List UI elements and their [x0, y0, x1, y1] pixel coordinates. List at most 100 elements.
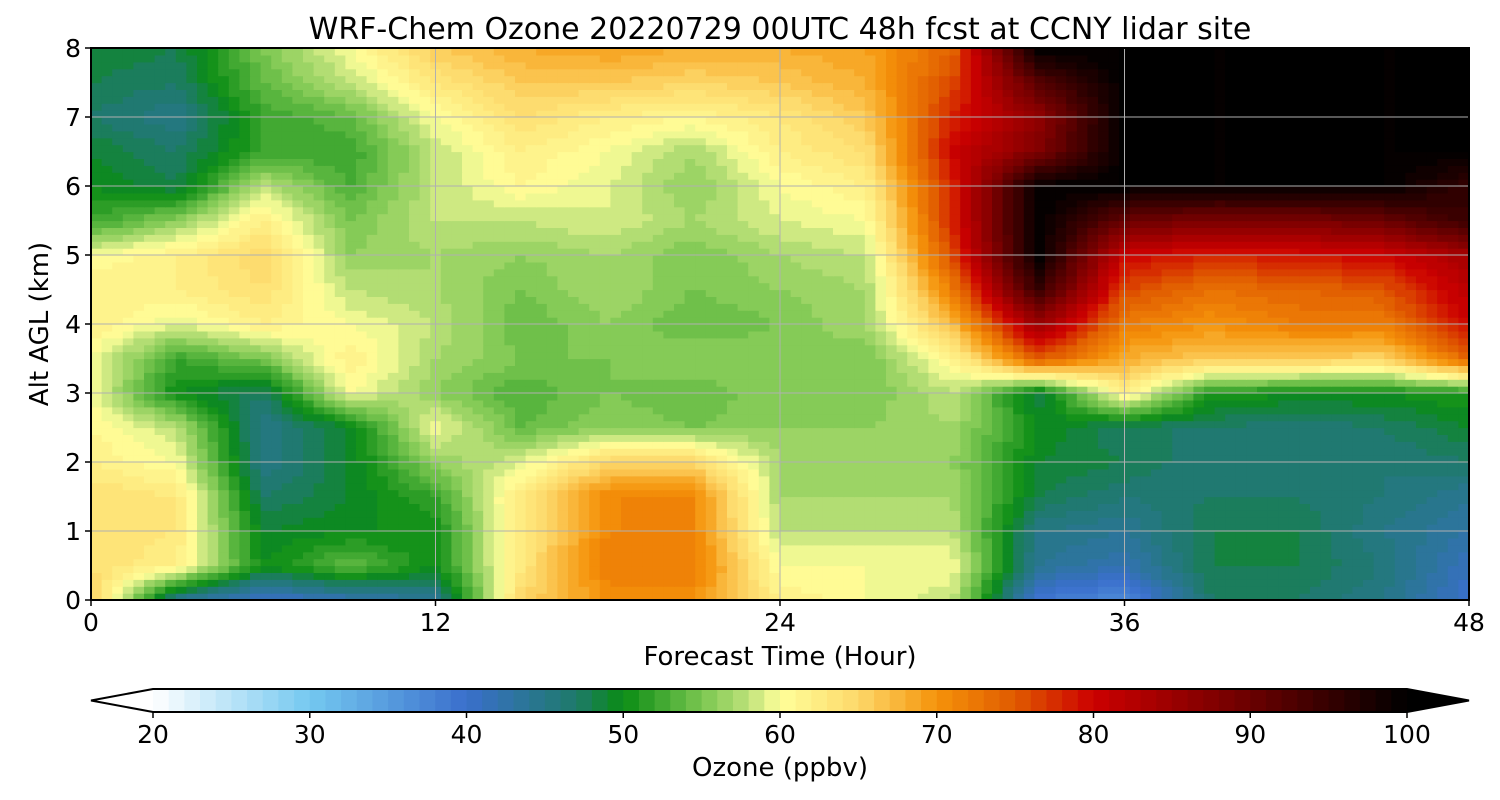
- ozone-cell: [260, 337, 272, 346]
- ozone-cell: [250, 441, 262, 449]
- ozone-cell: [599, 386, 611, 394]
- ozone-cell: [621, 531, 633, 539]
- ozone-cell: [1299, 379, 1311, 387]
- ozone-cell: [1384, 565, 1396, 573]
- ozone-cell: [854, 565, 866, 573]
- ozone-cell: [271, 593, 283, 600]
- ozone-cell: [1278, 558, 1290, 567]
- ozone-cell: [218, 337, 230, 346]
- ozone-cell: [1151, 372, 1163, 380]
- ozone-cell: [1437, 537, 1449, 546]
- ozone-cell: [1087, 468, 1099, 477]
- ozone-cell: [525, 413, 537, 422]
- ozone-cell: [1331, 524, 1343, 532]
- ozone-cell: [695, 358, 707, 366]
- ozone-cell: [1384, 434, 1396, 442]
- ozone-cell: [334, 413, 346, 422]
- ozone-cell: [387, 386, 399, 394]
- ozone-cell: [790, 537, 802, 546]
- ozone-cell: [1235, 489, 1247, 498]
- ozone-cell: [133, 503, 145, 511]
- ozone-cell: [536, 393, 548, 401]
- ozone-cell: [260, 579, 272, 587]
- ozone-cell: [1045, 517, 1057, 525]
- ozone-cell: [1002, 517, 1014, 525]
- ozone-cell: [398, 537, 410, 546]
- ozone-cell: [1426, 462, 1438, 470]
- ozone-cell: [334, 503, 346, 511]
- ozone-cell: [568, 517, 580, 525]
- ozone-cell: [843, 455, 855, 463]
- ozone-cell: [144, 503, 156, 511]
- ozone-cell: [1151, 379, 1163, 387]
- ozone-cell: [1076, 455, 1088, 463]
- ozone-cell: [578, 462, 590, 470]
- ozone-cell: [144, 489, 156, 498]
- ozone-cell: [748, 455, 760, 463]
- ozone-cell: [833, 455, 845, 463]
- ozone-cell: [334, 551, 346, 560]
- ozone-cell: [112, 586, 124, 594]
- ozone-cell: [101, 434, 113, 442]
- ozone-cell: [886, 510, 898, 518]
- ozone-cell: [440, 448, 452, 456]
- ozone-cell: [949, 496, 961, 504]
- ozone-cell: [1066, 434, 1078, 442]
- ozone-cell: [1288, 399, 1300, 408]
- ozone-cell: [440, 351, 452, 360]
- ozone-cell: [133, 337, 145, 346]
- ozone-cell: [1098, 351, 1110, 360]
- ozone-cell: [811, 565, 823, 573]
- ozone-cell: [1394, 344, 1406, 353]
- ozone-cell: [1161, 462, 1173, 470]
- ozone-cell: [886, 386, 898, 394]
- ozone-cell: [303, 358, 315, 366]
- ozone-cell: [1310, 593, 1322, 600]
- ozone-cell: [716, 586, 728, 594]
- ozone-cell: [1288, 455, 1300, 463]
- ozone-cell: [1235, 579, 1247, 587]
- ozone-cell: [1288, 393, 1300, 401]
- ozone-cell: [1331, 448, 1343, 456]
- ozone-cell: [896, 372, 908, 380]
- ozone-cell: [1331, 544, 1343, 553]
- ozone-cell: [260, 496, 272, 504]
- ozone-cell: [1151, 586, 1163, 594]
- ozone-cell: [886, 393, 898, 401]
- ozone-cell: [515, 344, 527, 353]
- ozone-cell: [91, 399, 103, 408]
- ozone-cell: [1204, 503, 1216, 511]
- ozone-cell: [1182, 441, 1194, 449]
- ozone-cell: [271, 531, 283, 539]
- ozone-cell: [589, 399, 601, 408]
- ozone-cell: [578, 537, 590, 546]
- ozone-cell: [1045, 489, 1057, 498]
- ozone-cell: [652, 496, 664, 504]
- ozone-cell: [440, 537, 452, 546]
- ozone-cell: [790, 372, 802, 380]
- ozone-cell: [663, 482, 675, 491]
- ozone-cell: [1013, 420, 1025, 429]
- ozone-cell: [1447, 482, 1459, 491]
- ozone-cell: [112, 565, 124, 573]
- ozone-cell: [1341, 572, 1353, 580]
- ozone-cell: [101, 579, 113, 587]
- ozone-cell: [949, 455, 961, 463]
- ozone-cell: [1278, 455, 1290, 463]
- ozone-cell: [1331, 365, 1343, 373]
- ozone-cell: [864, 448, 876, 456]
- ozone-cell: [1098, 496, 1110, 504]
- ozone-cell: [568, 448, 580, 456]
- ozone-cell: [1278, 517, 1290, 525]
- ozone-cell: [1267, 482, 1279, 491]
- ozone-cell: [960, 572, 972, 580]
- ozone-cell: [1458, 386, 1469, 394]
- ozone-cell: [1246, 406, 1258, 415]
- ozone-cell: [1023, 413, 1035, 422]
- ozone-cell: [493, 337, 505, 346]
- ozone-cell: [970, 586, 982, 594]
- ozone-cell: [419, 330, 431, 339]
- ozone-cell: [1447, 496, 1459, 504]
- ozone-cell: [334, 372, 346, 380]
- ozone-cell: [303, 531, 315, 539]
